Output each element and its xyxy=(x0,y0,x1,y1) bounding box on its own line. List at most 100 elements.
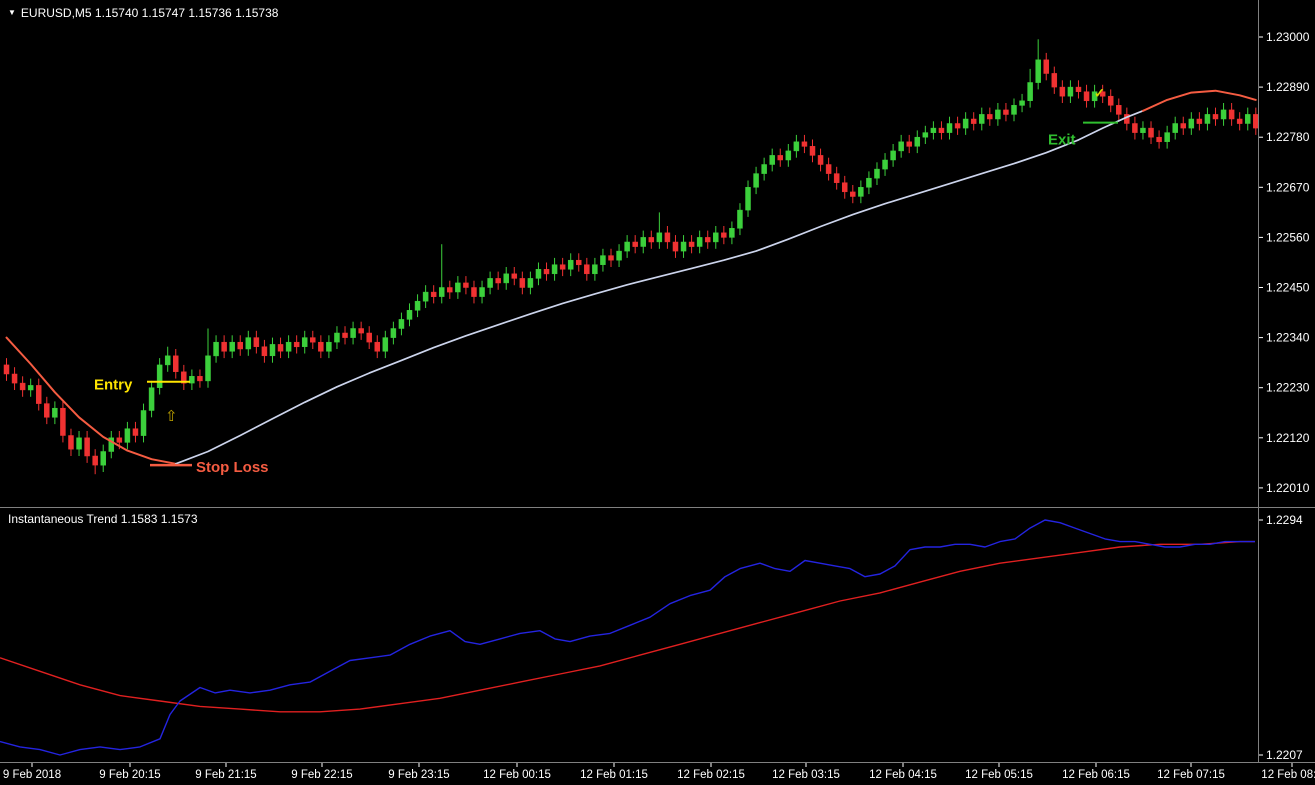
candle-bull xyxy=(1067,86,1074,97)
candle-bear xyxy=(430,291,437,297)
price-axis[interactable] xyxy=(1259,0,1315,762)
candle-bear xyxy=(374,341,381,352)
exit-check: ✓ xyxy=(1094,86,1105,101)
candle-bull xyxy=(140,410,147,436)
time-axis-label: 12 Feb 03:15 xyxy=(772,769,840,781)
candle-bull xyxy=(1188,118,1195,129)
candle-bear xyxy=(197,376,203,382)
candle-bear xyxy=(19,382,26,391)
candle-bull xyxy=(1140,127,1146,133)
time-axis-label: 9 Feb 2018 xyxy=(3,769,61,781)
candle-bear xyxy=(841,182,848,193)
candle-bull xyxy=(1164,132,1170,142)
candle-bear xyxy=(261,346,268,357)
indicator-line-trigger xyxy=(0,519,1255,756)
candle-bear xyxy=(1003,109,1009,115)
candle-bear xyxy=(181,371,187,384)
candle-bull xyxy=(656,232,663,243)
candle-bear xyxy=(777,155,784,161)
candle-bear xyxy=(584,264,590,275)
indicator-line-trend xyxy=(0,540,1255,713)
candle-bear xyxy=(463,282,469,288)
candle-bear xyxy=(92,455,98,466)
candle-bull xyxy=(156,364,163,388)
candle-bear xyxy=(1228,109,1235,120)
candle-bull xyxy=(245,337,252,350)
entry-label: Entry xyxy=(94,377,133,394)
candle-bull xyxy=(761,164,767,174)
exit-label: Exit xyxy=(1048,132,1076,149)
candle-bull xyxy=(164,355,171,366)
candle-bull xyxy=(422,291,429,302)
time-axis-label: 9 Feb 22:15 xyxy=(291,769,352,781)
candle-bull xyxy=(713,232,719,243)
candle-bear xyxy=(1253,114,1259,129)
candle-bear xyxy=(3,364,10,375)
candle-bull xyxy=(624,241,630,252)
candle-bull xyxy=(890,150,896,161)
candle-bear xyxy=(1148,127,1154,138)
candle-bear xyxy=(116,437,123,443)
candle-bull xyxy=(962,118,969,129)
candle-bull xyxy=(914,136,921,147)
candle-bear xyxy=(704,237,711,243)
candle-bear xyxy=(1075,86,1082,92)
candle-bear xyxy=(68,435,74,450)
price-axis-label: 1.22120 xyxy=(1266,431,1310,445)
indicator-name-label: Instantaneous Trend 1.1583 1.1573 xyxy=(8,512,198,526)
time-axis[interactable] xyxy=(0,763,1315,785)
candle-bear xyxy=(576,259,582,266)
time-axis-label: 9 Feb 21:15 xyxy=(195,769,256,781)
time-axis-label: 12 Feb 01:15 xyxy=(580,769,648,781)
candle-bull xyxy=(503,273,509,284)
candle-bear xyxy=(987,114,993,120)
candle-bull xyxy=(898,141,904,152)
candle-bull xyxy=(858,187,864,197)
candle-bear xyxy=(1059,86,1066,97)
candle-bear xyxy=(850,191,856,197)
candle-bear xyxy=(1196,118,1203,124)
candle-bull xyxy=(1011,105,1017,115)
candle-bear xyxy=(954,123,961,129)
candle-bear xyxy=(1132,123,1138,133)
candle-bull xyxy=(729,228,735,238)
candle-bear xyxy=(237,341,243,350)
stop-loss-label: Stop Loss xyxy=(196,459,269,476)
candle-bull xyxy=(148,387,155,411)
candle-bull xyxy=(479,287,485,297)
candle-bull xyxy=(124,428,131,443)
candle-bear xyxy=(1043,59,1049,74)
candle-bull xyxy=(326,341,332,352)
candle-bull xyxy=(438,287,445,297)
candle-bull xyxy=(527,278,534,288)
candle-bear xyxy=(1236,118,1243,124)
candle-bear xyxy=(132,428,139,436)
symbol-ohlc-text: EURUSD,M5 1.15740 1.15747 1.15736 1.1573… xyxy=(20,6,279,20)
candle-bull xyxy=(269,344,276,357)
trend-line-up xyxy=(174,109,1144,465)
time-axis-label: 9 Feb 20:15 xyxy=(99,769,160,781)
candle-bull xyxy=(285,341,292,352)
candle-bear xyxy=(35,385,42,404)
price-axis-label: 1.23000 xyxy=(1266,30,1310,44)
candle-bear xyxy=(511,273,518,279)
candle-bear xyxy=(938,127,945,133)
price-axis-label: 1.22450 xyxy=(1266,281,1310,295)
candle-bear xyxy=(1212,114,1219,120)
candle-bear xyxy=(632,241,638,247)
candle-bull xyxy=(979,114,985,124)
candle-bear xyxy=(495,278,501,284)
candle-bear xyxy=(906,141,912,147)
candle-bear xyxy=(277,344,284,352)
candle-bull xyxy=(592,264,598,275)
candle-bull xyxy=(455,282,461,293)
candle-bear xyxy=(318,341,324,352)
candle-bear xyxy=(447,287,453,293)
candle-bear xyxy=(1083,91,1090,102)
time-axis-label: 12 Feb 08:1 xyxy=(1261,769,1315,781)
price-axis-label: 1.22230 xyxy=(1266,381,1310,395)
candle-bull xyxy=(922,132,929,138)
candle-bull xyxy=(567,259,574,270)
candle-bear xyxy=(221,341,227,352)
